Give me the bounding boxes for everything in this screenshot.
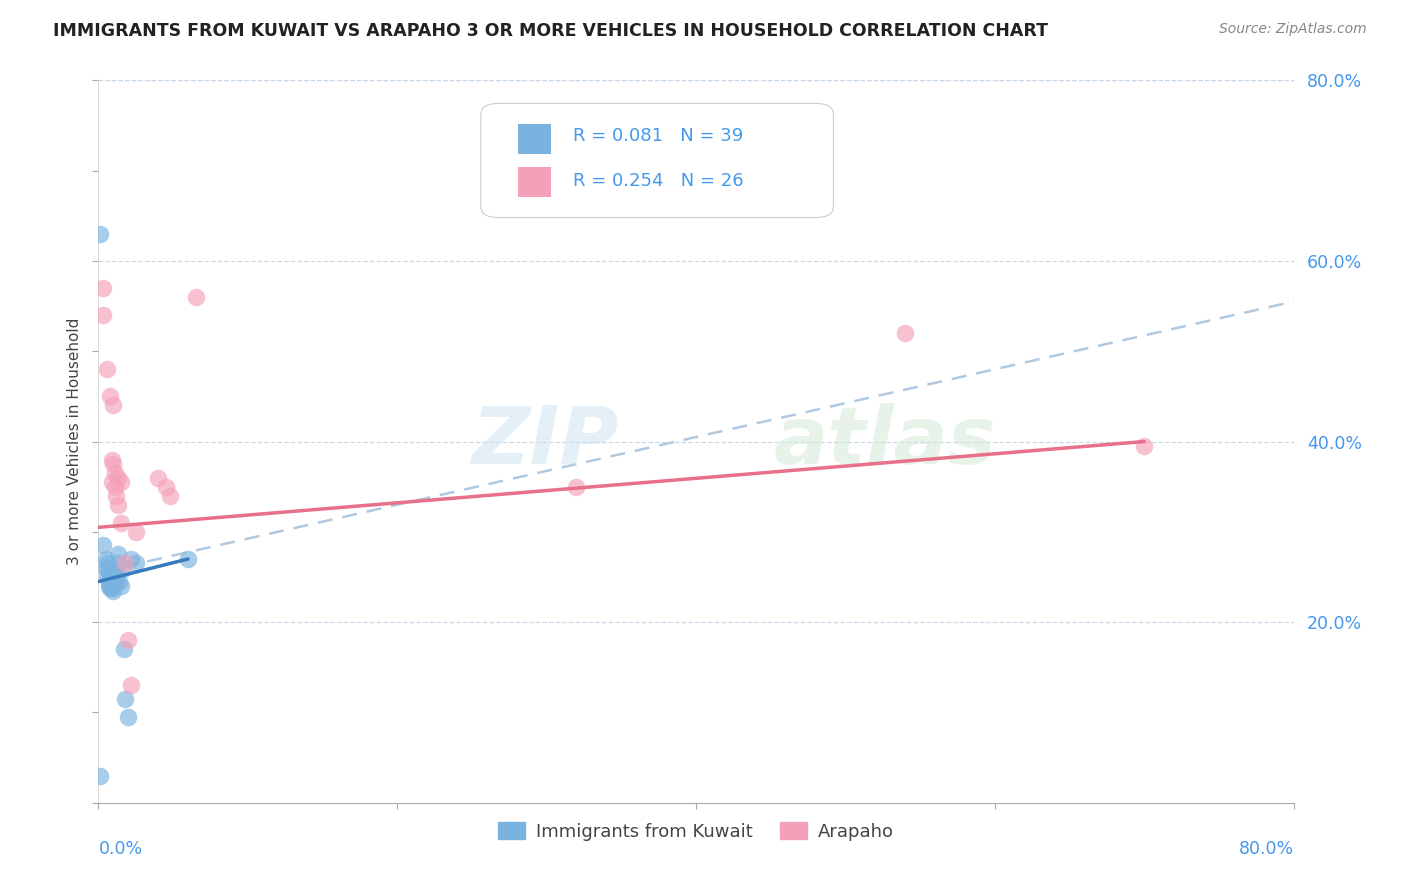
Point <box>103 457 125 471</box>
Point <box>104 480 127 494</box>
Legend: Immigrants from Kuwait, Arapaho: Immigrants from Kuwait, Arapaho <box>491 814 901 848</box>
Point <box>120 678 142 692</box>
Point <box>104 563 127 577</box>
Y-axis label: 3 or more Vehicles in Household: 3 or more Vehicles in Household <box>66 318 82 566</box>
Point <box>104 574 127 589</box>
Point <box>98 570 122 584</box>
Point <box>89 769 111 783</box>
Point <box>97 579 120 593</box>
Point <box>184 290 207 304</box>
Point <box>98 389 122 403</box>
Point <box>103 577 125 591</box>
Point <box>565 480 588 494</box>
Point <box>96 362 118 376</box>
Point <box>112 642 135 657</box>
Point <box>107 471 129 485</box>
Point <box>103 581 125 595</box>
Point <box>89 227 111 241</box>
Text: Source: ZipAtlas.com: Source: ZipAtlas.com <box>1219 22 1367 37</box>
Point <box>108 574 131 589</box>
Point <box>101 452 124 467</box>
Point <box>103 583 125 598</box>
Point <box>110 579 132 593</box>
Point <box>96 557 118 571</box>
Point <box>101 475 124 490</box>
Point <box>107 548 129 562</box>
Point <box>101 579 124 593</box>
Point <box>91 281 114 295</box>
Point <box>91 308 114 322</box>
Point <box>117 710 139 724</box>
Point <box>94 561 117 575</box>
Point <box>894 326 917 340</box>
Point <box>155 480 177 494</box>
Text: ZIP: ZIP <box>471 402 619 481</box>
Point <box>98 581 122 595</box>
Point <box>104 570 127 584</box>
Point <box>114 692 136 706</box>
Point <box>110 475 132 490</box>
Point <box>107 498 129 512</box>
Point <box>101 574 124 589</box>
Text: 80.0%: 80.0% <box>1239 840 1294 858</box>
Bar <box>517 167 551 197</box>
Point <box>107 557 129 571</box>
FancyBboxPatch shape <box>481 103 834 218</box>
Point <box>177 552 200 566</box>
Point <box>97 561 120 575</box>
Point <box>148 471 170 485</box>
Point <box>96 570 118 584</box>
Point <box>94 552 117 566</box>
Point <box>117 633 139 648</box>
Text: IMMIGRANTS FROM KUWAIT VS ARAPAHO 3 OR MORE VEHICLES IN HOUSEHOLD CORRELATION CH: IMMIGRANTS FROM KUWAIT VS ARAPAHO 3 OR M… <box>53 22 1049 40</box>
Bar <box>517 124 551 154</box>
Point <box>105 568 128 582</box>
Text: atlas: atlas <box>773 402 997 481</box>
Point <box>105 489 128 503</box>
Point <box>110 516 132 530</box>
Text: R = 0.254   N = 26: R = 0.254 N = 26 <box>572 172 744 190</box>
Point <box>91 538 114 552</box>
Point <box>159 489 181 503</box>
Point <box>103 398 125 412</box>
Point <box>125 557 148 571</box>
Point <box>120 552 142 566</box>
Text: 0.0%: 0.0% <box>98 840 142 858</box>
Point <box>98 579 122 593</box>
Point <box>111 563 134 577</box>
Point <box>103 566 125 580</box>
Point <box>105 574 128 589</box>
Point <box>101 568 124 582</box>
Point <box>125 524 148 539</box>
Point <box>103 572 125 586</box>
Point <box>104 466 127 480</box>
Text: R = 0.081   N = 39: R = 0.081 N = 39 <box>572 128 744 145</box>
Point <box>97 574 120 589</box>
Point <box>101 561 124 575</box>
Point <box>97 566 120 580</box>
Point <box>114 557 136 571</box>
Point <box>1133 439 1156 453</box>
